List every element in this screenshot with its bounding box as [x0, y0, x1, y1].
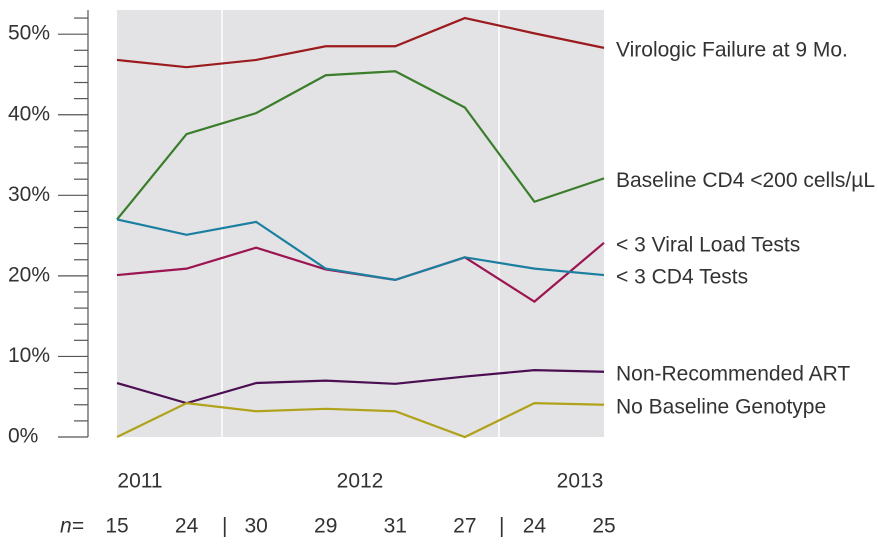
year-label: 2012 — [337, 470, 384, 493]
n-value: 27 — [453, 515, 476, 538]
n-value: 31 — [384, 515, 407, 538]
y-tick-label: 50% — [8, 22, 50, 45]
series-label: Baseline CD4 <200 cells/µL — [616, 169, 875, 192]
y-tick-label: 0% — [8, 425, 38, 448]
y-tick-label: 40% — [8, 102, 50, 125]
n-value: 24 — [175, 515, 199, 538]
n-label: n= — [60, 515, 84, 538]
y-tick-label: 30% — [8, 183, 50, 206]
series-label: < 3 CD4 Tests — [616, 266, 748, 289]
series-line — [116, 16, 605, 69]
series-line — [116, 70, 605, 221]
n-value: 29 — [314, 515, 337, 538]
series-label: Virologic Failure at 9 Mo. — [616, 38, 848, 61]
n-value: 15 — [105, 515, 128, 538]
series-line — [116, 369, 605, 405]
n-value: 30 — [244, 515, 267, 538]
y-tick-label: 10% — [8, 344, 50, 367]
series-label: No Baseline Genotype — [616, 395, 826, 418]
n-divider: | — [222, 515, 227, 538]
year-label: 2011 — [117, 470, 162, 493]
n-value: 25 — [592, 515, 615, 538]
series-label: < 3 Viral Load Tests — [616, 233, 800, 256]
series-line — [116, 402, 605, 439]
n-divider: | — [499, 515, 504, 538]
n-value: 24 — [523, 515, 547, 538]
series-line — [116, 218, 605, 282]
series-label: Non-Recommended ART — [616, 362, 850, 385]
plot-background — [117, 10, 604, 437]
y-tick-label: 20% — [8, 263, 50, 286]
year-label: 2013 — [557, 470, 604, 493]
